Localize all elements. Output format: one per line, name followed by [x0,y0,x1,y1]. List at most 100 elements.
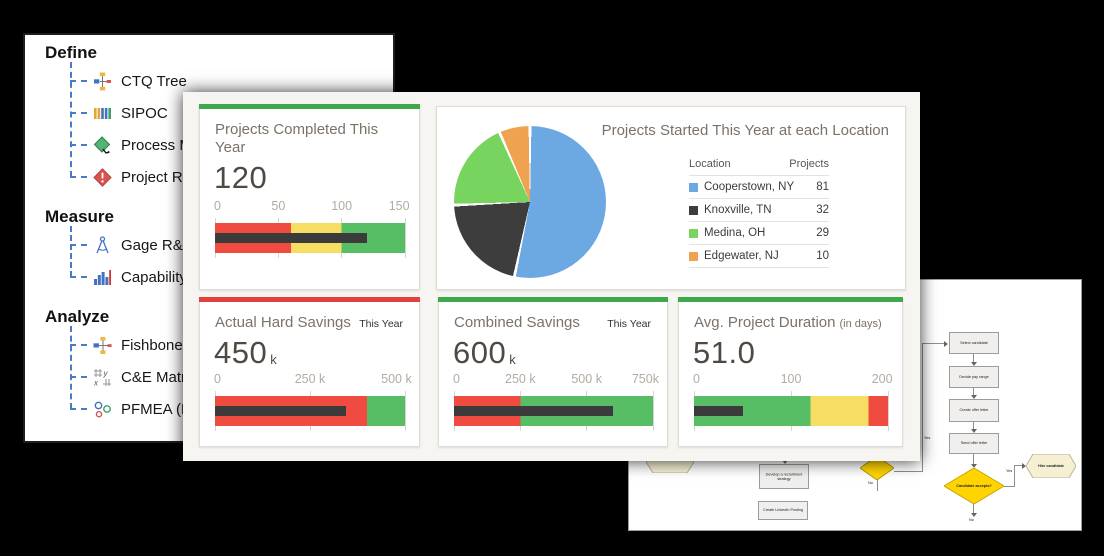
arrow-down-icon [970,513,977,517]
flow-branch-label-yes: Yes [924,436,931,440]
flow-node-select-candidate[interactable]: Select candidate [949,332,999,354]
card-projects-completed[interactable]: Projects Completed This Year 120 0 50 100 1… [199,104,420,290]
tree-item-capability[interactable]: Capability [45,261,393,293]
project-risk-icon [93,167,112,187]
arrow-right-icon [944,340,948,347]
legend-swatch [689,251,698,261]
capability-icon [93,268,112,287]
bullet-track [215,223,405,253]
card-projects-by-location[interactable]: Projects Started This Year at each Locat… [436,106,906,290]
axis-tick-label: 500 k [381,372,412,386]
tree-item-label: Gage R&R [121,236,194,254]
legend-row: Knoxville, TN 32 [689,199,829,222]
tree-item-gage-rr[interactable]: Gage R&R [45,229,393,261]
axis-tick-label: 100 [780,372,802,386]
bullet-track [454,396,653,426]
gage-rr-icon [93,235,112,255]
legend-location: Medina, OH [704,227,766,239]
bullet-measure-bar [454,406,614,416]
svg-text:x: x [93,378,99,387]
flow-connector [1004,486,1014,487]
tree-connector-line [70,62,72,177]
card-accent-strip [678,297,903,302]
flow-connector [973,422,974,430]
legend-swatch [689,205,698,215]
flow-node-decide-pay-range[interactable]: Decide pay range [949,366,999,388]
legend-swatch [689,228,698,238]
legend-location: Edgewater, NJ [704,250,779,262]
bullet-track-wrap [693,391,889,431]
tree-item-project-risk[interactable]: Project Risk [45,161,393,193]
card-combined-savings[interactable]: Combined Savings This Year 600 k 0 250 k 50… [438,297,668,447]
flow-node-develop-strategy[interactable]: Develop a recruitment strategy [759,464,809,489]
axis-gridline [404,391,406,431]
axis-tick-label: 250 k [505,372,536,386]
flow-node-create-offer-letter[interactable]: Create offer letter [949,399,999,422]
legend-row: Medina, OH 29 [689,222,829,245]
dashboard-window[interactable]: Projects Completed This Year 120 0 50 100 1… [183,92,920,461]
legend-header: Location Projects [689,153,829,176]
bullet-track-wrap [214,391,406,431]
card-avg-project-duration[interactable]: Avg. Project Duration (in days) 51.0 0 100… [678,297,903,447]
legend-header-location: Location [689,158,731,170]
flow-connector [922,343,945,344]
legend-projects: 10 [816,250,829,262]
bullet-axis-labels: 0 100 200 [693,370,893,396]
bullet-chart: 0 250 k 500 k [213,370,412,431]
flow-branch-label-no: No [969,518,974,522]
legend-projects: 32 [816,204,829,216]
axis-tick-label: 150 [388,199,410,213]
tree-item-sipoc[interactable]: SIPOC [45,97,393,129]
flow-branch-label-no: No [868,481,873,485]
tree-item-label: SIPOC [121,104,168,122]
pie-legend: Location Projects Cooperstown, NY 81 Knoxv… [689,153,829,268]
arrow-down-icon [970,362,977,366]
arrow-right-icon [1022,462,1026,469]
axis-tick-label: 500 k [571,372,602,386]
axis-tick-label: 0 [213,199,221,213]
axis-tick-label: 250 k [294,372,326,386]
flow-decision-candidate-accepts[interactable]: Candidate accepts? [943,467,1005,505]
bullet-chart: 0 100 200 [693,370,893,431]
tree-item-label: CTQ Tree [121,72,187,90]
flow-connector [922,343,923,472]
card-title: Combined Savings [454,314,580,331]
card-actual-hard-savings[interactable]: Actual Hard Savings This Year 450 k 0 250 … [199,297,420,447]
arrow-down-icon [970,395,977,399]
tree-item-fishbone[interactable]: Fishbone [45,329,393,361]
card-accent-strip [199,104,420,109]
card-title: Actual Hard Savings [215,314,351,331]
axis-gridline [887,391,889,431]
axis-tick-label: 100 [331,199,353,213]
flow-decision-diamond-left[interactable] [860,456,894,480]
tree-section-header: Define [45,43,97,62]
tree-item-ctq-tree[interactable]: CTQ Tree [45,65,393,97]
card-value: 600 k [453,335,516,370]
axis-tick-label: 0 [213,372,221,386]
legend-swatch [689,182,698,192]
arrow-down-icon [781,460,788,464]
axis-gridline [404,218,406,258]
flow-connector [973,504,974,514]
bullet-track-wrap [214,218,406,258]
legend-row: Edgewater, NJ 10 [689,245,829,268]
card-title: Avg. Project Duration [694,314,836,331]
arrow-down-icon [970,429,977,433]
bullet-measure-bar [215,233,367,243]
card-title: Projects Started This Year at each Locat… [601,122,889,139]
legend-header-projects: Projects [789,158,829,170]
tree-section-header: Analyze [45,307,110,326]
tree-item-label: C&E Matrix [121,368,197,386]
flow-connector [973,388,974,396]
tree-item-label: Fishbone [121,336,183,354]
flow-node-send-offer-letter[interactable]: Send offer letter [949,433,999,454]
legend-location: Cooperstown, NY [704,181,795,193]
flow-node-hire-candidate[interactable]: Hire candidate [1025,453,1077,479]
tree-section-header: Measure [45,207,114,226]
flow-connector [894,471,922,472]
flow-node-create-linkedin-posting[interactable]: Create LinkedIn Posting [758,501,808,520]
legend-location: Knoxville, TN [704,204,772,216]
axis-tick-label: 200 [871,372,893,386]
